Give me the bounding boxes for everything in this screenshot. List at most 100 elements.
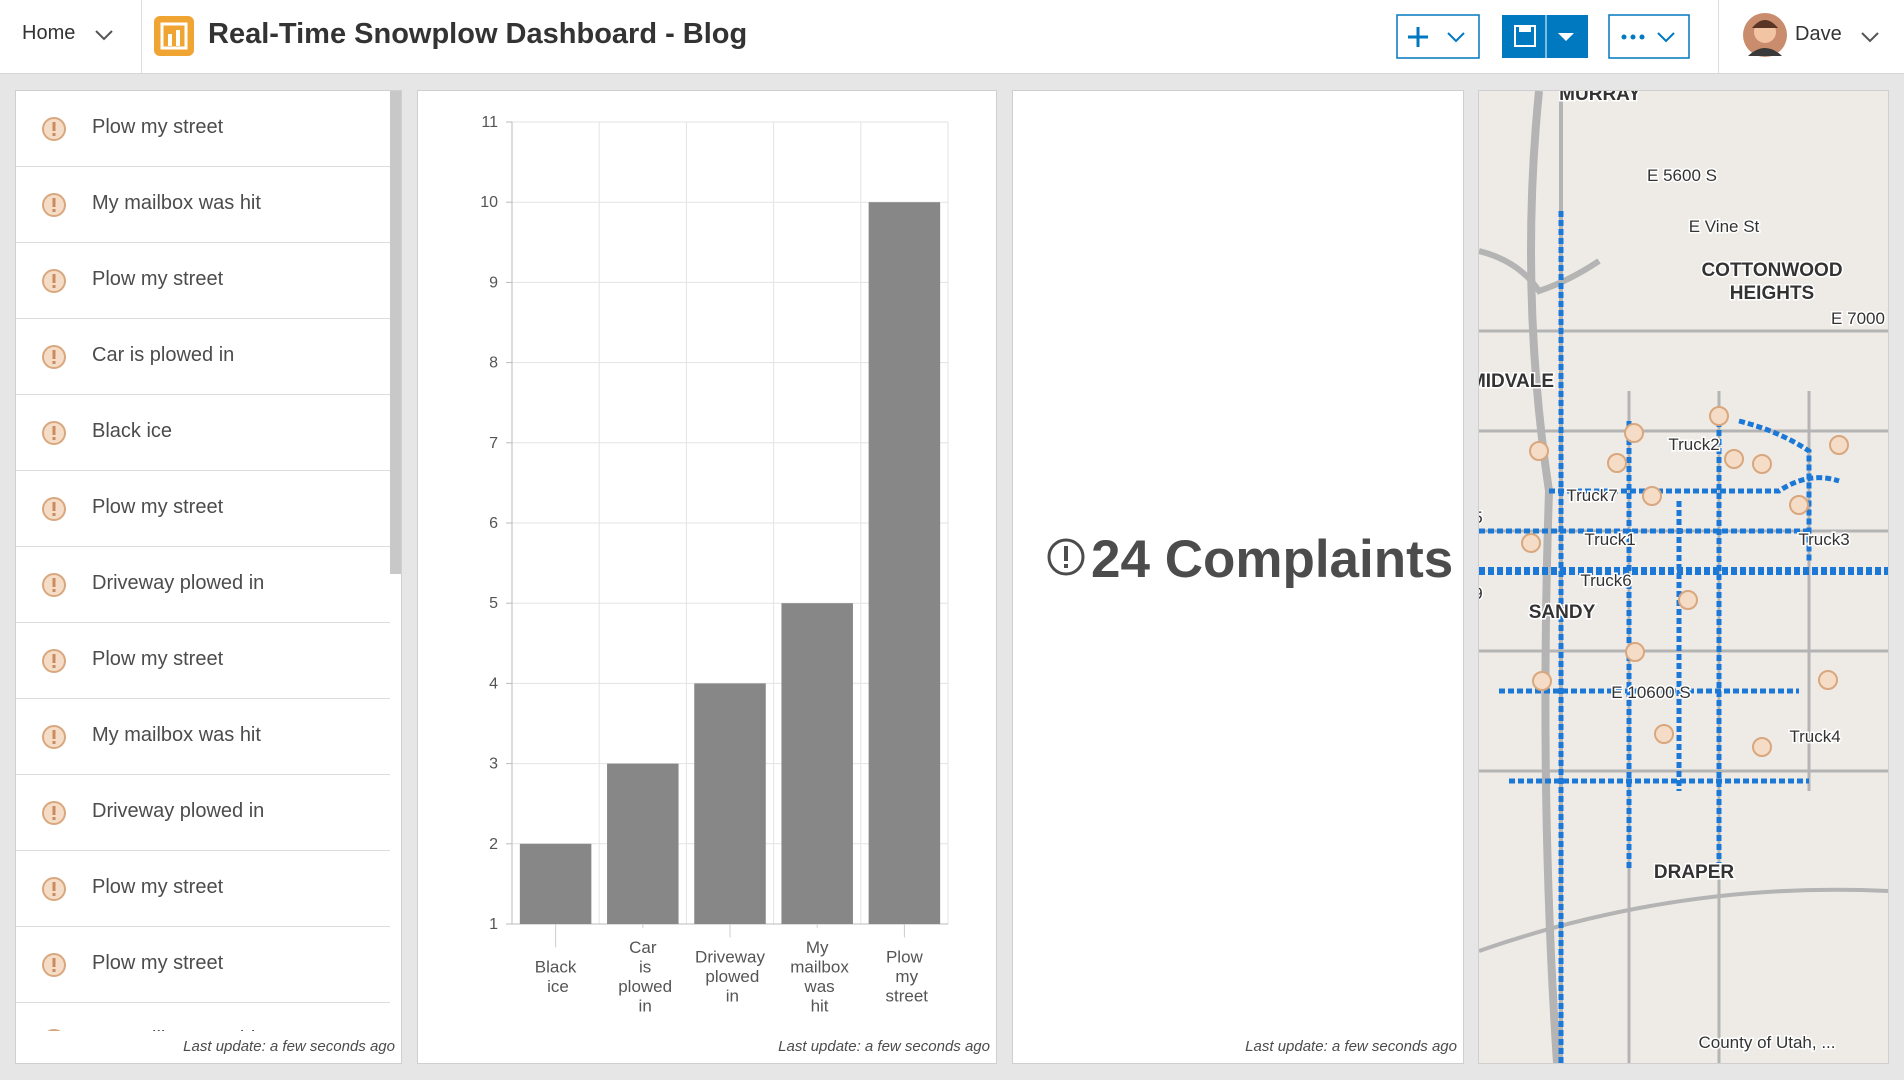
alert-icon [42,649,66,673]
x-tick-label: Plow my street [881,948,929,1006]
scrollbar[interactable] [390,91,401,574]
alert-icon [42,345,66,369]
list-item[interactable]: My mailbox was hit [16,167,390,243]
icon-dot [52,817,56,820]
item-text: Plow my street [92,876,224,898]
alert-icon [42,801,66,825]
list-item[interactable]: Plow my street [16,851,390,927]
toolbar [1396,14,1690,59]
alert-icon [1047,538,1085,576]
list-item[interactable]: Plow my street [16,243,390,319]
indicator-text: 24 Complaints [1091,529,1453,590]
map-label: MIDVALE [1479,371,1554,392]
item-text: Plow my street [92,268,224,290]
icon-dot [52,361,56,364]
icon-mark [52,198,56,207]
icon-dot [52,741,56,744]
alert-icon [42,877,66,901]
icon-mark [52,654,56,663]
item-text: Black ice [92,420,173,442]
map-label: Truck5 [1479,508,1483,527]
divider [141,0,142,73]
list-item[interactable]: Plow my street [16,927,390,1003]
y-tick-label: 3 [489,756,498,773]
bar [868,202,941,924]
item-text: Plow my street [92,116,224,138]
list-item[interactable]: My mailbox was hit [16,699,390,775]
save-button[interactable] [1502,15,1588,58]
indicator-value: 24 [1091,530,1150,589]
icon-dot [52,133,56,136]
y-tick-label: 5 [489,595,498,612]
list-item[interactable]: Black ice [16,395,390,471]
list-item[interactable]: Plow my street [16,623,390,699]
item-text: My mailbox was hit [92,724,261,746]
alert-icon [42,421,66,445]
map[interactable]: MURRAY E 5600 S E Vine St COTTONWOODHEIGHTS… [1479,91,1888,1063]
list-item[interactable]: Car is plowed in [16,319,390,395]
y-tick-label: 7 [489,435,498,452]
list-panel: Plow my street My mailbox was hit Plow my … [15,90,402,1064]
item-text: Plow my street [92,648,224,670]
bar [607,763,679,924]
header: Home Real-Time Snowplow Dashboard - Blog… [0,0,1904,74]
icon-dot [52,285,56,288]
list-item[interactable]: Plow my street [16,471,390,547]
last-update: Last update: a few seconds ago [183,1038,395,1055]
plow-routes [1479,211,1888,1063]
x-tick-label: Black ice [535,957,577,996]
map-label: E 10600 S [1611,683,1690,702]
item-text: Plow my street [92,952,224,974]
map-label: E 5600 S [1647,166,1717,185]
user-name[interactable]: Dave [1795,23,1842,45]
y-tick-label: 9 [489,274,498,291]
map-label: Truck9 [1479,584,1483,603]
y-tick-label: 8 [489,355,498,372]
indicator-label: Complaints [1164,530,1454,589]
map-label: Truck6 [1580,571,1631,590]
home-menu[interactable]: Home [22,22,76,44]
chart-panel: 1 2 3 4 5 6 7 8 9 10 11 Black ice Car is plowed in Dr… [417,90,997,1064]
alert-icon [42,497,66,521]
divider [1718,0,1719,73]
map-label: Truck4 [1789,727,1840,746]
list-item[interactable]: Driveway plowed in [16,775,390,851]
x-tick-label: Car is plowed in [613,938,672,1016]
app-title: Real-Time Snowplow Dashboard - Blog [208,18,748,50]
map-label: SANDY [1529,602,1596,623]
chevron [1861,32,1879,43]
alert-icon [47,1029,61,1031]
y-tick-label: 6 [489,515,498,532]
y-tick-label: 10 [480,194,498,211]
map-label: HEIGHTS [1730,283,1814,304]
map-label: Truck2 [1668,435,1719,454]
list-item[interactable]: My mailbox was hit [16,1003,390,1031]
bar [781,603,853,924]
item-text: My mailbox was hit [92,1028,261,1031]
map-label: COTTONWOOD [1701,260,1842,281]
x-tick-label: Driveway plowed in [695,948,765,1006]
item-text: Driveway plowed in [92,800,265,822]
icon-mark [52,122,56,131]
indicator-panel: 24 Complaints Last update: a few seconds… [1012,90,1464,1064]
icon-dot [52,969,56,972]
more-button[interactable] [1608,14,1690,59]
y-tick-label: 1 [489,916,498,933]
bar-chart: 1 2 3 4 5 6 7 8 9 10 11 Black ice Car is plowed in Dr… [480,114,949,1016]
app-logo [154,16,194,56]
add-button[interactable] [1396,14,1480,59]
alert-icon [42,953,66,977]
item-text: Driveway plowed in [92,572,265,594]
chevron [95,30,113,41]
map-label: DRAPER [1654,862,1735,883]
y-tick-label: 11 [481,114,498,131]
map-label: County of Utah, ... [1698,1033,1835,1052]
list-item[interactable]: Driveway plowed in [16,547,390,623]
icon-dot [52,893,56,896]
complaint-markers [1521,406,1849,757]
avatar[interactable] [1742,12,1788,58]
list-item[interactable]: Plow my street [16,91,390,167]
last-update: Last update: a few seconds ago [1245,1038,1457,1055]
alert-icon [42,117,66,141]
